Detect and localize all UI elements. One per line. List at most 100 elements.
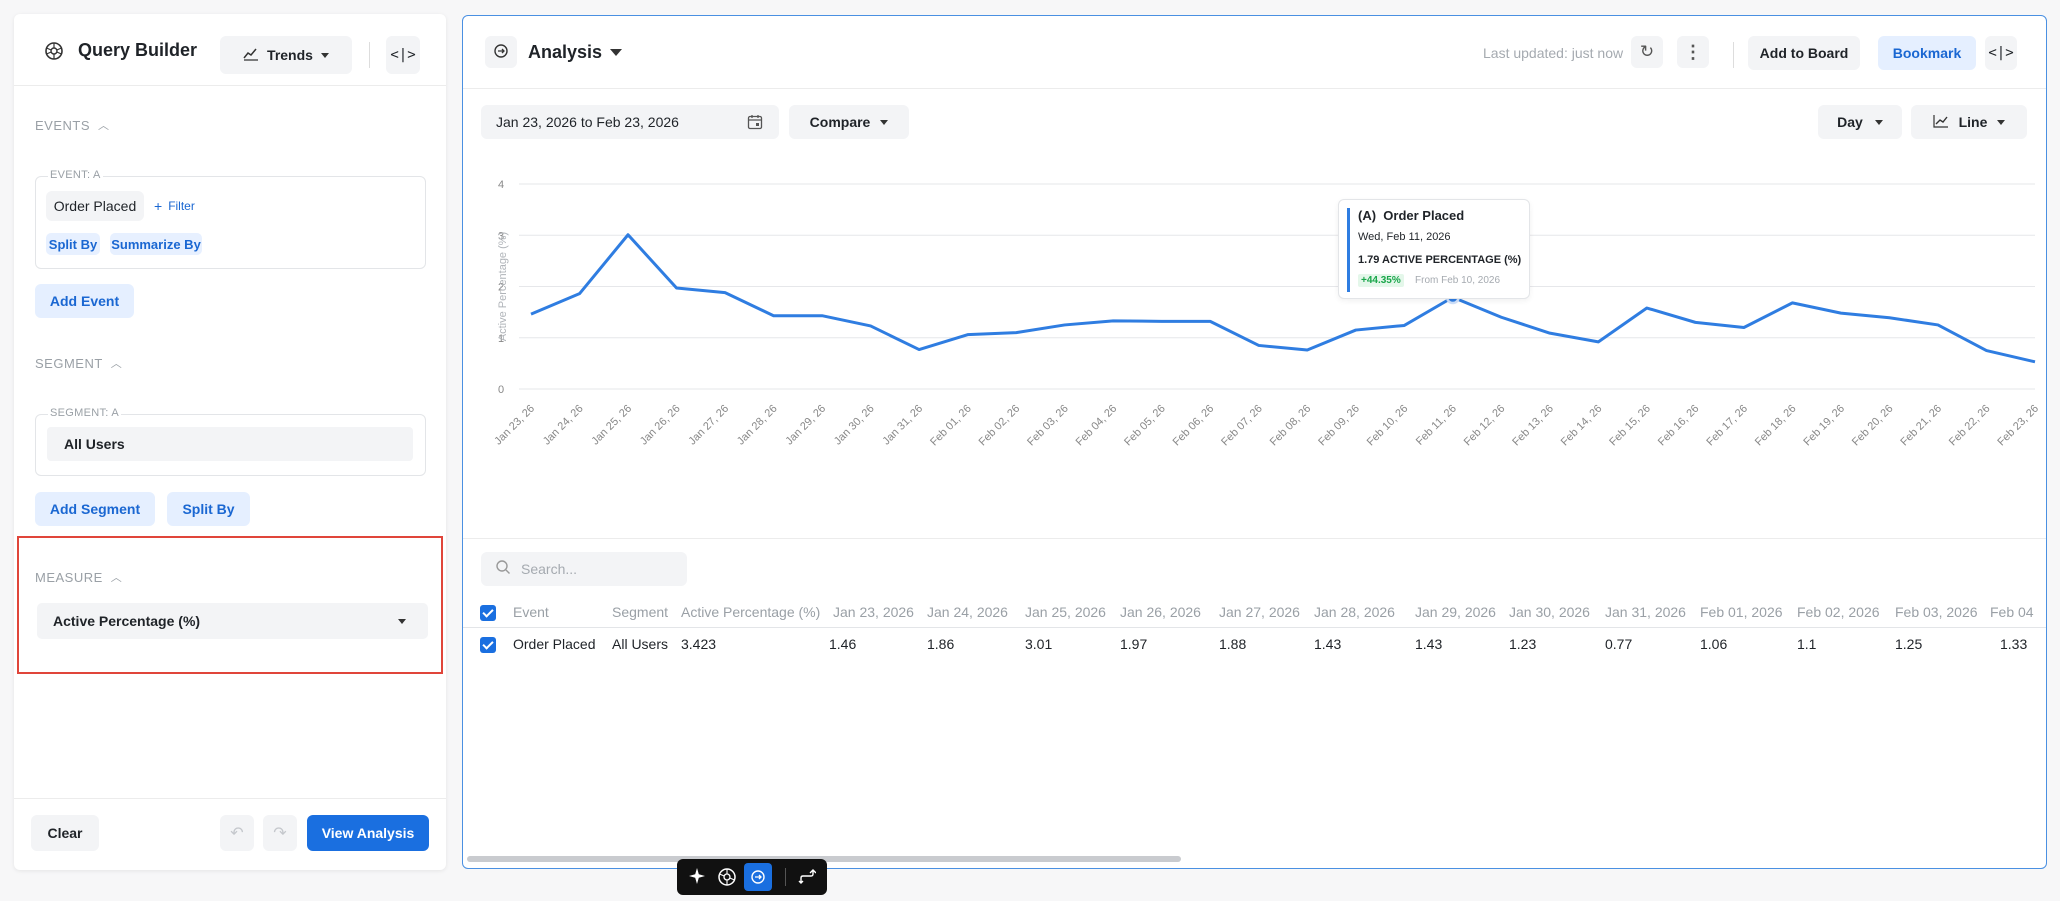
table-header-cell[interactable]: Jan 24, 2026: [927, 604, 1008, 620]
segment-select[interactable]: All Users: [47, 427, 413, 461]
add-event-button[interactable]: Add Event: [35, 284, 134, 318]
table-divider: [463, 538, 2046, 539]
table-cell: 1.25: [1895, 636, 1923, 652]
analysis-icon-button[interactable]: [485, 36, 517, 68]
view-selector-dropdown[interactable]: Trends: [220, 36, 352, 74]
interval-dropdown[interactable]: Day: [1818, 105, 1902, 139]
page-title: Query Builder: [78, 40, 198, 60]
collapse-panel-button[interactable]: <|>: [1985, 36, 2017, 70]
chart-type-label: Line: [1958, 114, 1988, 130]
toolbar-divider: [785, 868, 786, 886]
search-input[interactable]: Search...: [481, 552, 687, 586]
row-checkbox[interactable]: [480, 637, 496, 653]
add-segment-label: Add Segment: [49, 501, 141, 517]
x-tick-label: Feb 07, 26: [1219, 403, 1265, 449]
view-analysis-label: View Analysis: [321, 825, 415, 841]
tooltip-value: 1.79 ACTIVE PERCENTAGE (%): [1358, 254, 1522, 266]
add-to-board-button[interactable]: Add to Board: [1748, 36, 1860, 70]
collapse-panel-button[interactable]: <|>: [386, 36, 420, 74]
split-by-button[interactable]: Split By: [46, 233, 100, 255]
table-header-cell[interactable]: Active Percentage (%): [681, 604, 821, 620]
analysis-panel: Analysis Last updated: just now ↻ ⋮ Add …: [462, 15, 2047, 869]
table-header-cell[interactable]: Jan 31, 2026: [1605, 604, 1686, 620]
chevron-up-icon: ︿: [110, 358, 123, 370]
filter-label: Filter: [168, 199, 195, 213]
analysis-title: Analysis: [528, 42, 603, 62]
summarize-by-button[interactable]: Summarize By: [110, 233, 202, 255]
segment-split-by-button[interactable]: Split By: [167, 492, 250, 526]
event-name-label: Order Placed: [53, 198, 137, 214]
table-cell: All Users: [612, 636, 669, 652]
flow-icon[interactable]: [798, 868, 817, 891]
x-tick-label: Jan 28, 26: [735, 403, 780, 448]
x-tick-label: Feb 22, 26: [1947, 403, 1993, 449]
summarize-by-label: Summarize By: [111, 236, 201, 252]
measure-value: Active Percentage (%): [53, 613, 201, 629]
table-cell: 1.1: [1797, 636, 1817, 652]
clear-button[interactable]: Clear: [31, 815, 99, 851]
compare-dropdown[interactable]: Compare: [789, 105, 909, 139]
query-builder-header: Query Builder Trends <|>: [14, 14, 446, 86]
event-name-pill[interactable]: Order Placed: [46, 191, 144, 221]
table-header-cell[interactable]: Jan 30, 2026: [1509, 604, 1590, 620]
undo-button[interactable]: ↶: [220, 815, 254, 851]
table-cell: 3.01: [1025, 636, 1053, 652]
more-options-button[interactable]: ⋮: [1677, 36, 1709, 68]
view-selector-label: Trends: [267, 47, 313, 63]
query-builder-icon[interactable]: [717, 867, 737, 892]
y-tick-label: 4: [498, 179, 504, 191]
table-header-cell[interactable]: Jan 28, 2026: [1314, 604, 1395, 620]
measure-section-highlight: [17, 536, 443, 674]
analysis-icon[interactable]: [744, 863, 772, 891]
sparkle-icon[interactable]: [688, 867, 706, 890]
code-toggle-icon: <|>: [1988, 45, 2014, 61]
more-vertical-icon: ⋮: [1684, 41, 1702, 62]
add-event-label: Add Event: [49, 293, 120, 309]
query-builder-panel: Query Builder Trends <|> EVENTS ︿ EVENT:…: [14, 14, 446, 870]
event-box: [35, 176, 426, 269]
x-tick-label: Feb 16, 26: [1656, 403, 1702, 449]
table-header-cell[interactable]: Feb 02, 2026: [1797, 604, 1880, 620]
measure-select[interactable]: Active Percentage (%): [37, 603, 428, 639]
x-tick-label: Feb 11, 26: [1414, 403, 1459, 448]
table-header-cell[interactable]: Jan 23, 2026: [833, 604, 914, 620]
events-section-header[interactable]: EVENTS ︿: [35, 117, 110, 133]
measure-section-title: MEASURE: [35, 569, 103, 585]
table-header-cell[interactable]: Feb 03, 2026: [1895, 604, 1978, 620]
plus-icon: +: [154, 198, 163, 214]
measure-section-header[interactable]: MEASURE ︿: [35, 569, 122, 585]
view-analysis-button[interactable]: View Analysis: [307, 815, 429, 851]
segment-section-title: SEGMENT: [35, 355, 103, 371]
interval-label: Day: [1837, 114, 1863, 130]
x-tick-label: Feb 21, 26: [1898, 403, 1944, 449]
date-range-picker[interactable]: Jan 23, 2026 to Feb 23, 2026: [481, 105, 779, 139]
add-segment-button[interactable]: Add Segment: [35, 492, 155, 526]
table-header-cell[interactable]: Jan 27, 2026: [1219, 604, 1300, 620]
refresh-button[interactable]: ↻: [1631, 36, 1663, 68]
table-header-cell[interactable]: Event: [513, 604, 549, 620]
analysis-header: [463, 16, 2046, 89]
table-cell: 1.46: [829, 636, 857, 652]
segment-section-header[interactable]: SEGMENT ︿: [35, 355, 122, 371]
table-header-cell[interactable]: Feb 04: [1990, 604, 2034, 620]
add-filter-button[interactable]: + Filter: [154, 198, 195, 214]
x-tick-label: Feb 14, 26: [1559, 403, 1605, 449]
compare-label: Compare: [809, 114, 871, 130]
analysis-title-dropdown[interactable]: Analysis: [528, 42, 623, 63]
date-range-label: Jan 23, 2026 to Feb 23, 2026: [496, 114, 679, 130]
chevron-up-icon: ︿: [98, 120, 110, 132]
x-tick-label: Feb 13, 26: [1510, 403, 1556, 449]
chart-type-dropdown[interactable]: Line: [1911, 105, 2027, 139]
table-header-cell[interactable]: Jan 25, 2026: [1025, 604, 1106, 620]
table-cell: 1.43: [1415, 636, 1443, 652]
select-all-checkbox[interactable]: [480, 605, 496, 621]
bookmark-button[interactable]: Bookmark: [1878, 36, 1976, 70]
bookmark-label: Bookmark: [1892, 45, 1962, 61]
redo-button[interactable]: ↷: [263, 815, 297, 851]
table-header-cell[interactable]: Jan 29, 2026: [1415, 604, 1496, 620]
table-header-cell[interactable]: Feb 01, 2026: [1700, 604, 1783, 620]
table-header-cell[interactable]: Segment: [612, 604, 669, 620]
table-header-cell[interactable]: Jan 26, 2026: [1120, 604, 1201, 620]
redo-icon: ↷: [273, 825, 287, 842]
